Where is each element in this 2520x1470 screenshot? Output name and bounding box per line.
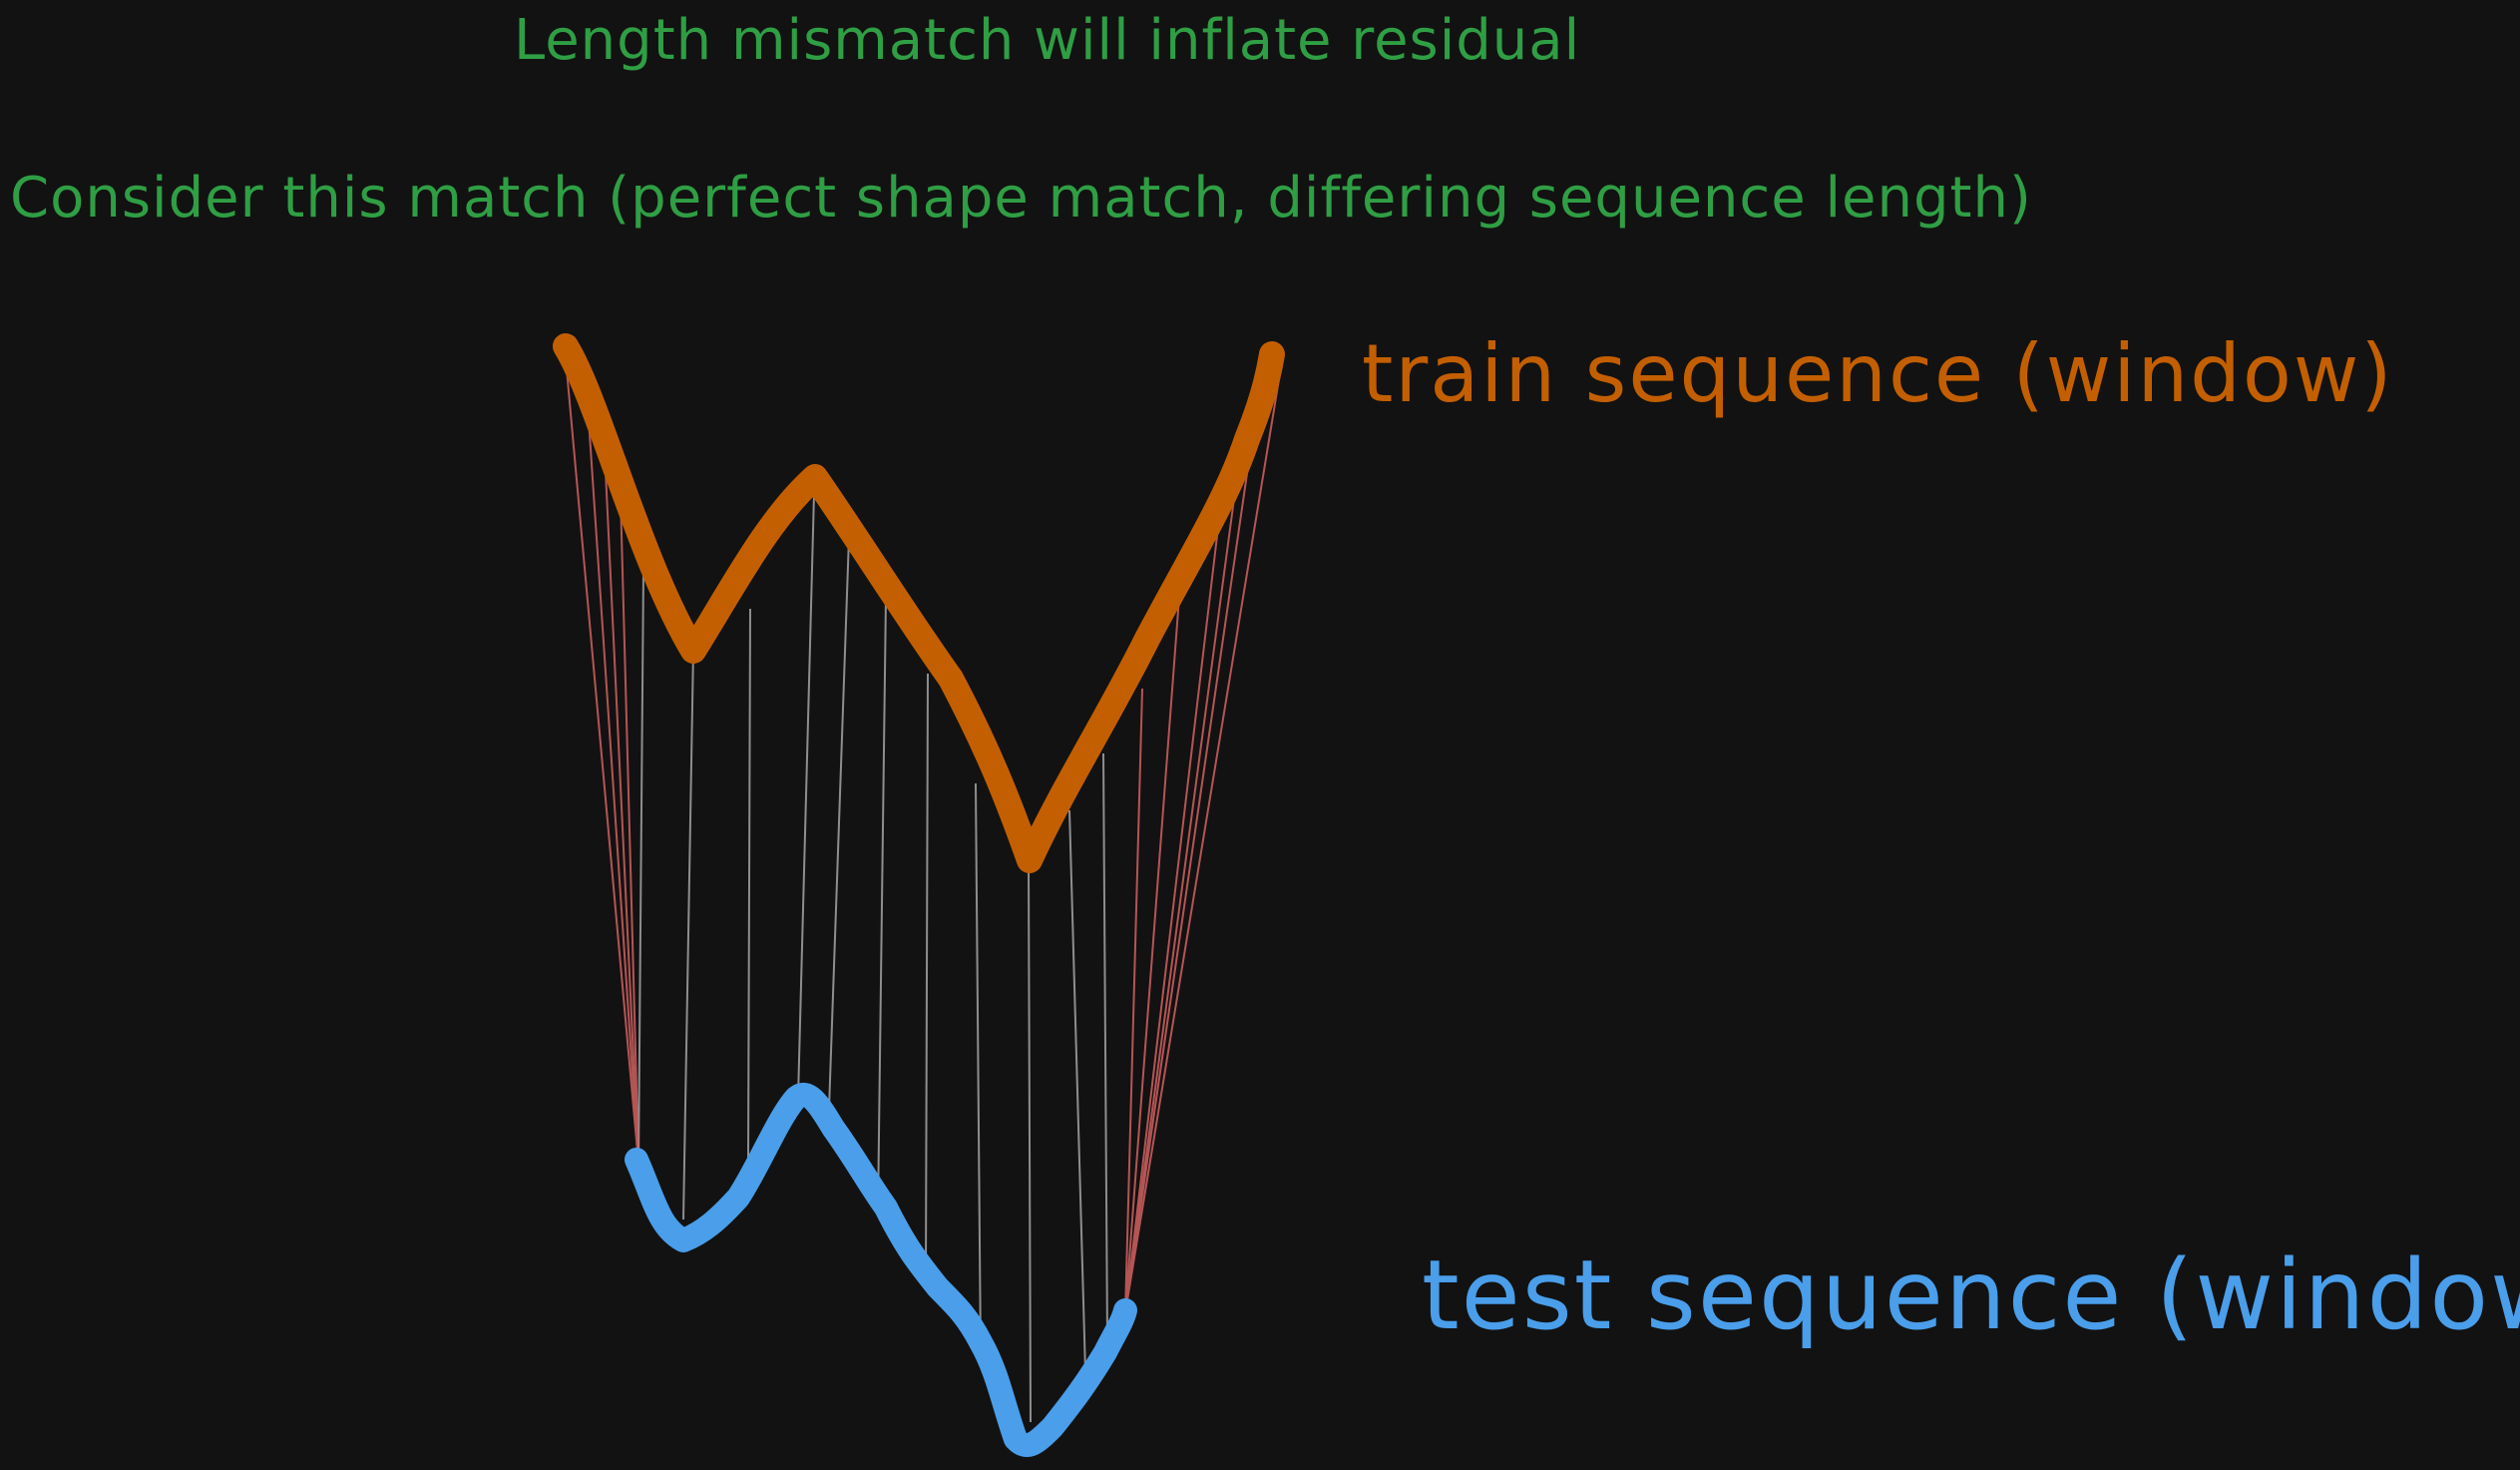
train-sequence-line — [553, 333, 1285, 873]
alignment-link — [877, 596, 887, 1214]
alignment-link-warped — [1124, 518, 1220, 1313]
train-sequence-label: train sequence (window) — [1362, 327, 2394, 420]
alignment-link-warped — [603, 428, 639, 1164]
residual-note: Length mismatch will inflate residual — [514, 8, 1581, 73]
alignment-link — [1028, 857, 1032, 1423]
alignment-link-warped — [1124, 596, 1180, 1313]
alignment-link — [1102, 752, 1108, 1343]
alignment-link — [975, 782, 982, 1358]
alignment-links-gray — [637, 492, 1108, 1423]
alignment-link-warped — [1124, 360, 1283, 1313]
alignment-links-red — [564, 346, 1283, 1313]
alignment-link — [682, 648, 694, 1221]
test-sequence-line — [625, 1083, 1137, 1457]
alignment-link-warped — [1124, 390, 1260, 1313]
alignment-link — [925, 673, 929, 1278]
alignment-link-warped — [1124, 438, 1243, 1313]
alignment-link-warped — [586, 388, 639, 1164]
alignment-link-warped — [1124, 688, 1143, 1313]
alignment-link — [747, 608, 751, 1159]
alignment-link — [637, 568, 644, 1169]
alignment-link — [827, 536, 850, 1139]
alignment-link-warped — [620, 496, 639, 1164]
alignment-link-warped — [564, 346, 639, 1164]
alignment-link — [1068, 809, 1086, 1373]
alignment-link — [797, 492, 815, 1099]
match-note: Consider this match (perfect shape match… — [10, 166, 2032, 231]
test-sequence-label: test sequence (window) — [1422, 1239, 2520, 1351]
